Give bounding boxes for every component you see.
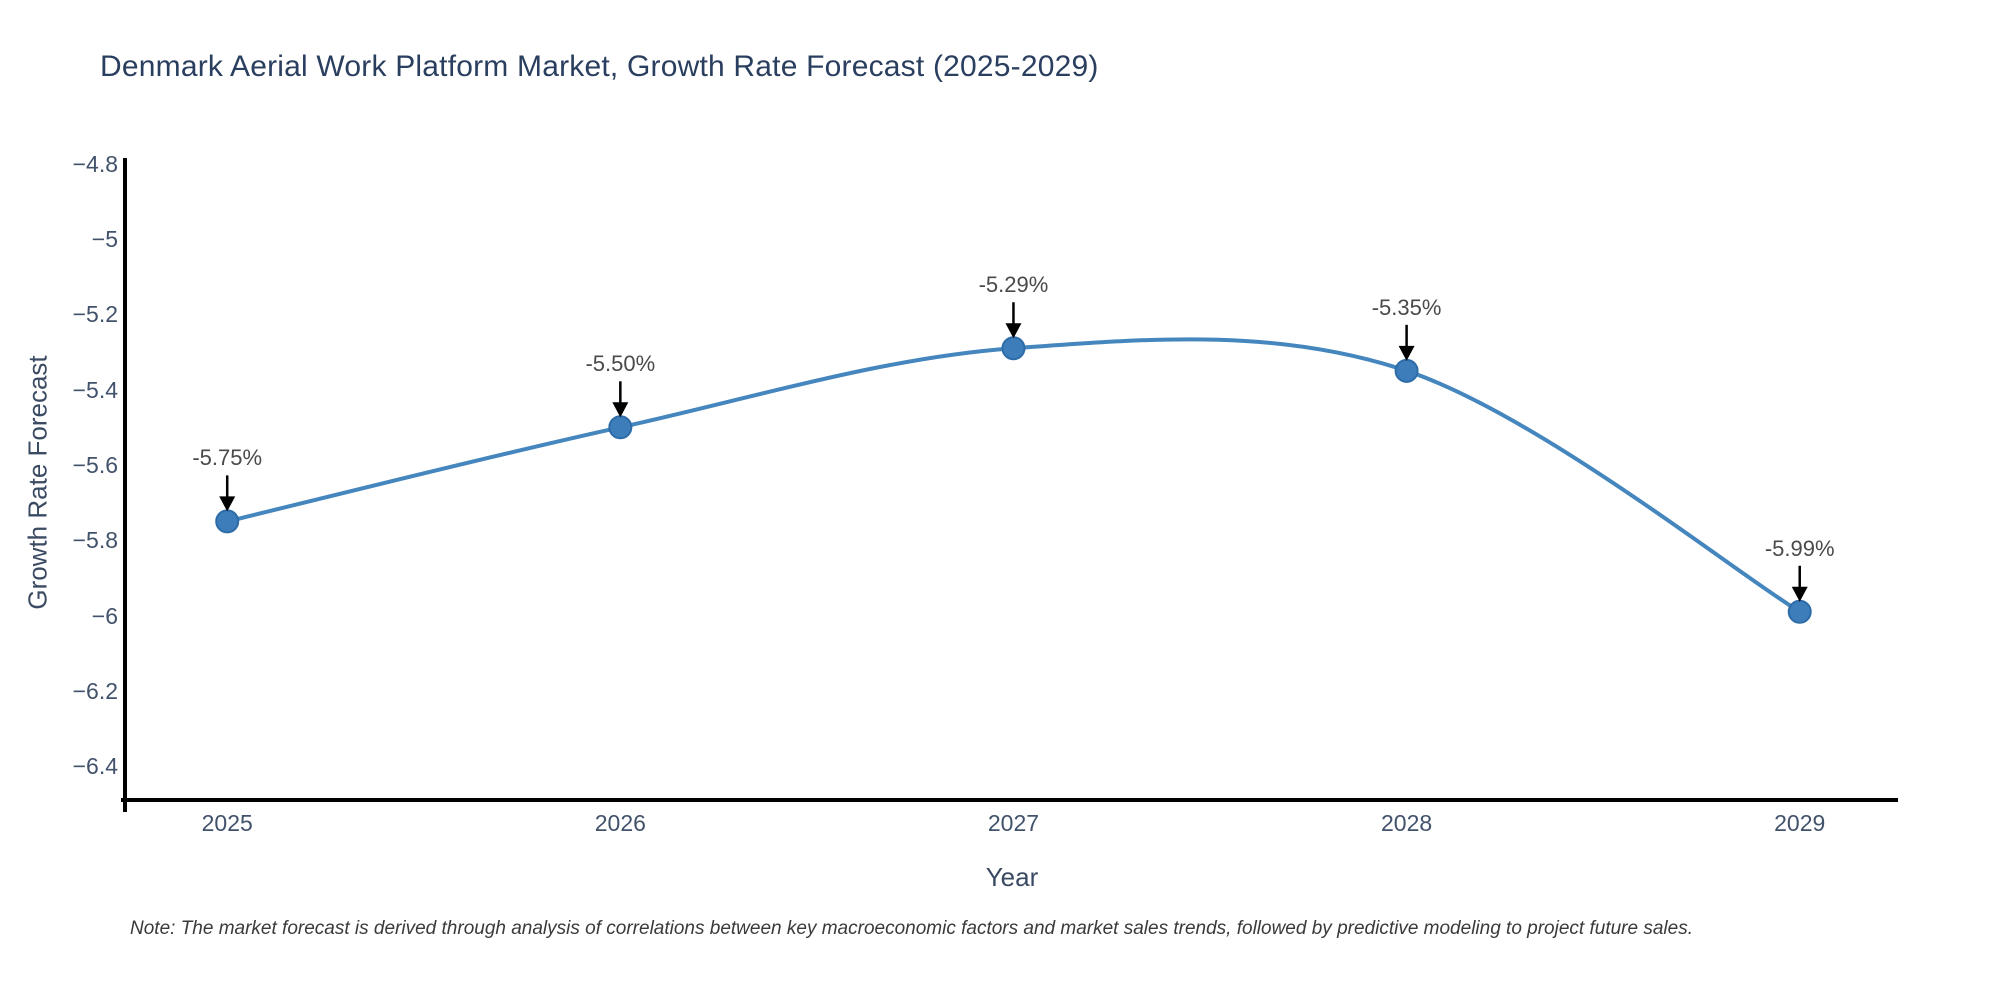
forecast-spline xyxy=(225,337,1802,614)
x-tick-label: 2025 xyxy=(201,810,253,836)
annotation-arrowhead xyxy=(1005,323,1022,339)
data-point-label: -5.35% xyxy=(1371,294,1442,320)
x-tick-label: 2027 xyxy=(987,810,1040,836)
x-tick-label: 2026 xyxy=(594,810,646,836)
y-tick-label: −5.2 xyxy=(72,301,118,328)
data-markers xyxy=(215,336,1812,624)
x-tick-label: 2029 xyxy=(1774,810,1826,836)
y-axis-title: Growth Rate Forecast xyxy=(22,355,53,610)
data-point-marker xyxy=(1787,599,1812,624)
annotation-arrowhead xyxy=(219,496,236,512)
annotation-arrowhead xyxy=(1398,345,1415,361)
data-point-marker xyxy=(1394,358,1419,383)
annotation-arrowhead xyxy=(1791,586,1808,602)
y-tick-label: −6.4 xyxy=(72,753,118,780)
x-axis-title: Year xyxy=(985,862,1039,892)
forecast-line xyxy=(225,337,1802,614)
y-tick-label: −5.6 xyxy=(72,451,118,478)
y-tick-label: −5 xyxy=(91,226,118,253)
y-tick-label: −5.8 xyxy=(72,527,118,554)
annotation-arrowhead xyxy=(612,402,629,418)
data-point-label: -5.50% xyxy=(585,351,656,377)
data-point-marker xyxy=(215,509,240,534)
footnote: Note: The market forecast is derived thr… xyxy=(130,918,1693,939)
y-tick-label: −6.2 xyxy=(72,677,118,704)
data-point-marker xyxy=(1001,336,1026,361)
chart-title: Denmark Aerial Work Platform Market, Gro… xyxy=(100,50,1099,83)
data-point-marker xyxy=(608,415,633,440)
axes xyxy=(121,158,1898,812)
data-point-label: -5.29% xyxy=(978,272,1049,298)
data-point-label: -5.99% xyxy=(1764,535,1835,561)
x-tick-label: 2028 xyxy=(1380,810,1433,836)
y-tick-label: −6 xyxy=(91,602,118,629)
annotation-arrows xyxy=(219,302,1808,602)
y-tick-label: −4.8 xyxy=(72,150,118,177)
data-point-label: -5.75% xyxy=(192,445,263,471)
y-tick-label: −5.4 xyxy=(72,376,118,403)
